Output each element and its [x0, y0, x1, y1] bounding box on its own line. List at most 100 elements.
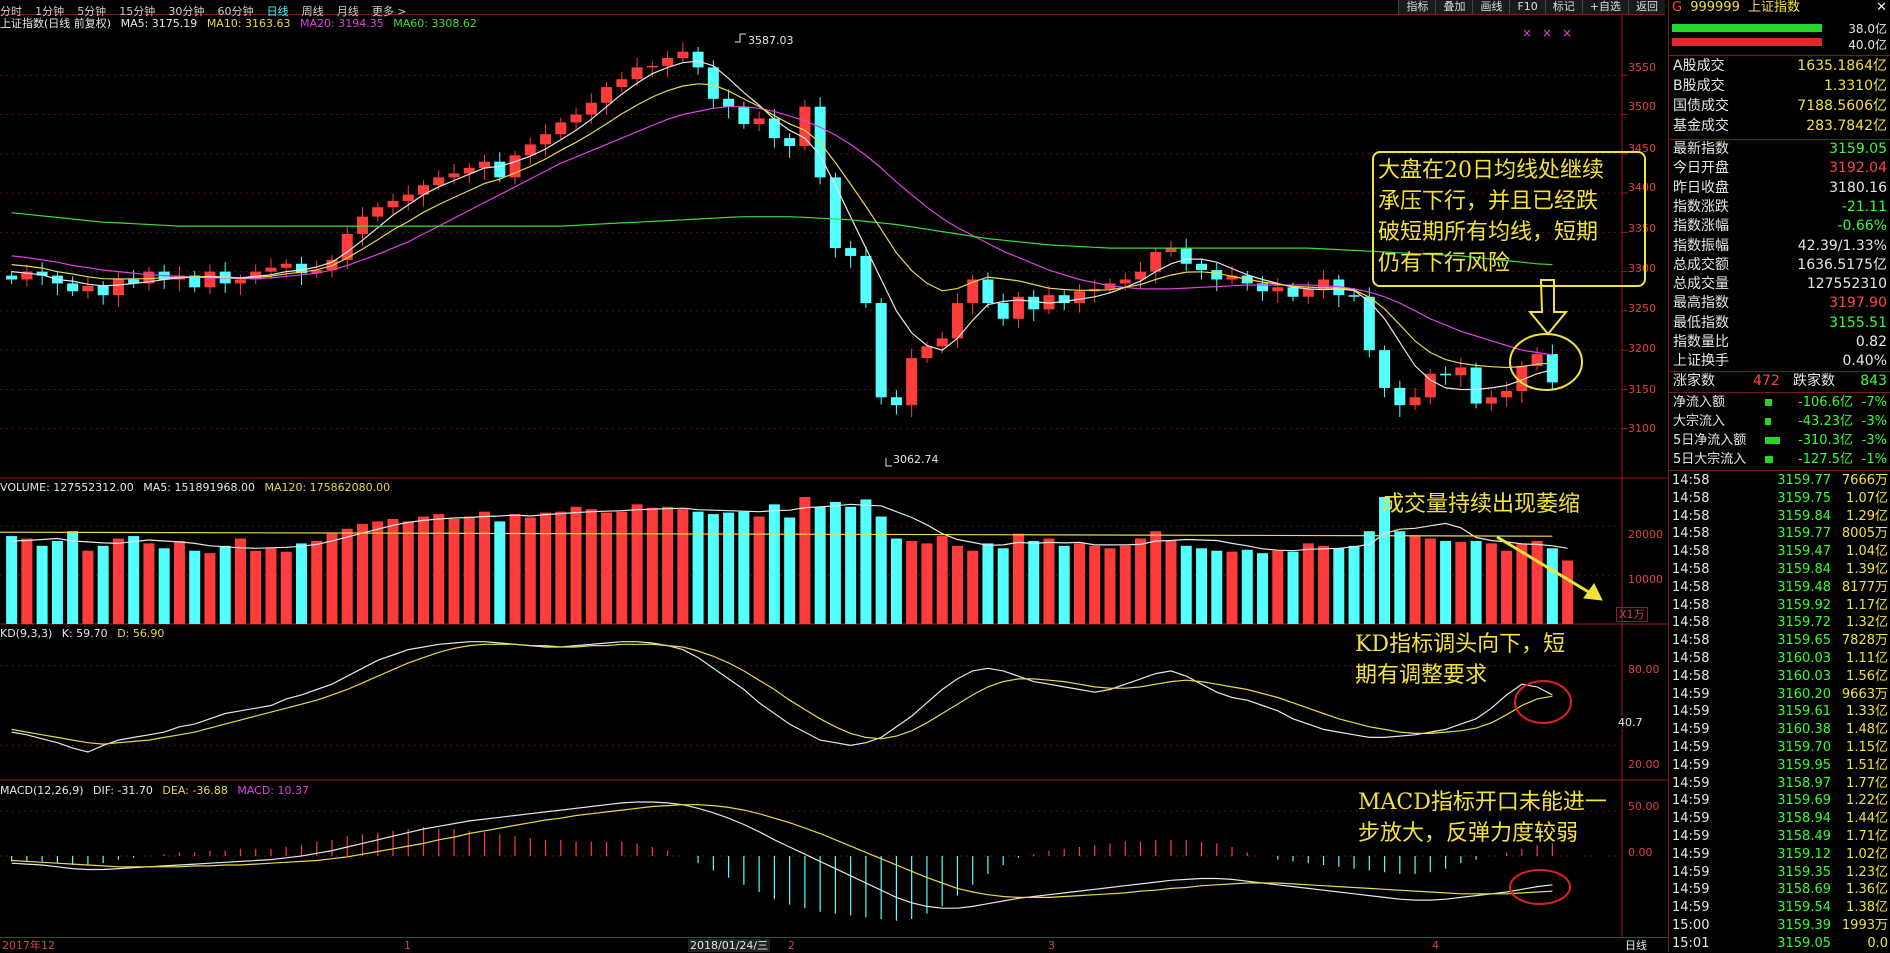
- candle-body: [97, 285, 109, 296]
- volume-bar: [570, 506, 582, 624]
- toolbar-buttons: 指标 叠加 画线 F10 标记 +自选 返回: [1398, 0, 1665, 14]
- volume-bar: [189, 550, 201, 624]
- tick-volume: 1.77亿: [1846, 775, 1888, 791]
- kd-title: KD(9,3,3): [0, 627, 53, 640]
- indicator-button[interactable]: 指标: [1398, 0, 1436, 14]
- tick-price: 3160.03: [1777, 651, 1831, 666]
- volume-bar: [1394, 531, 1406, 624]
- turnover-value: 1635.1864亿: [1797, 58, 1887, 74]
- divider: [1669, 392, 1890, 393]
- volume-bar: [677, 509, 689, 624]
- main-chart-header: 上证指数(日线 前复权) MA5: 3175.19 MA10: 3163.63 …: [0, 17, 477, 30]
- close-icon[interactable]: ✕: [1876, 0, 1887, 15]
- candle-body: [1272, 287, 1284, 292]
- volume-bar: [601, 512, 613, 624]
- candle-body: [341, 233, 353, 260]
- tab-more[interactable]: 更多 >: [371, 5, 407, 18]
- volume-bar: [723, 512, 735, 624]
- tick-row: 14:58 3159.77 7666万: [1669, 472, 1890, 490]
- tick-volume: 1.23亿: [1846, 864, 1888, 880]
- turnover-label: 国债成交: [1673, 98, 1729, 114]
- volume-bar: [1241, 549, 1253, 624]
- tick-time: 14:59: [1672, 740, 1710, 755]
- kd-k-line: [11, 641, 1553, 753]
- quote-value: 3159.05: [1829, 141, 1887, 157]
- volume-bar: [280, 551, 292, 624]
- volume-bar: [1165, 540, 1177, 624]
- add-watchlist-button[interactable]: +自选: [1581, 0, 1628, 14]
- volume-tick: 10000: [1628, 573, 1663, 586]
- tab-intraday[interactable]: 分时: [0, 5, 22, 18]
- volume-bar: [1440, 540, 1452, 624]
- candle-body: [1348, 295, 1360, 297]
- mark-icons: ×××: [1522, 26, 1583, 40]
- candle-body: [677, 51, 689, 58]
- candle-body: [189, 275, 201, 288]
- divider: [1669, 470, 1890, 471]
- high-price-label: 3587.03: [748, 34, 794, 47]
- volume-unit: X1万: [1616, 607, 1648, 622]
- f10-button[interactable]: F10: [1509, 0, 1545, 14]
- kd-d-label: D: 56.90: [117, 627, 165, 640]
- tab-15min[interactable]: 15分钟: [119, 5, 156, 18]
- fund-flow-bar: [1765, 418, 1771, 425]
- volume-bar: [326, 533, 338, 624]
- trend-arrowhead-icon: [1583, 583, 1603, 601]
- tab-weekly[interactable]: 周线: [301, 5, 324, 18]
- tick-time: 14:58: [1672, 597, 1710, 613]
- volume-bar: [997, 548, 1009, 624]
- candle-body: [555, 122, 567, 135]
- candle-body: [768, 118, 780, 139]
- rise-value: 472: [1753, 373, 1780, 389]
- tick-time: 15:01: [1672, 935, 1710, 951]
- date-label: 1: [404, 939, 411, 952]
- volume-bar: [402, 521, 414, 624]
- tab-daily[interactable]: 日线: [266, 5, 289, 18]
- tick-row: 14:59 3159.12 1.02亿: [1669, 846, 1890, 864]
- mark-button[interactable]: 标记: [1544, 0, 1582, 14]
- volume-bar: [1333, 548, 1345, 624]
- candle-body: [997, 303, 1009, 319]
- macd-header: MACD(12,26,9) DIF: -31.70 DEA: -36.88 MA…: [0, 784, 309, 797]
- candle-body: [387, 200, 399, 208]
- quote-value: -0.66%: [1837, 218, 1887, 235]
- draw-line-button[interactable]: 画线: [1472, 0, 1510, 14]
- candle-body: [479, 161, 491, 168]
- volume-bar: [1272, 550, 1284, 624]
- tick-volume: 8005万: [1841, 526, 1888, 542]
- tab-30min[interactable]: 30分钟: [168, 5, 205, 18]
- tick-row: 14:58 3159.92 1.17亿: [1669, 597, 1890, 615]
- tick-price: 3158.69: [1777, 882, 1831, 898]
- volume-bar: [1363, 531, 1375, 624]
- volume-bar: [67, 531, 79, 624]
- tick-row: 14:58 3159.47 1.04亿: [1669, 543, 1890, 561]
- tab-1min[interactable]: 1分钟: [35, 5, 65, 18]
- volume-bar: [524, 517, 536, 624]
- divider: [1669, 139, 1890, 140]
- tab-5min[interactable]: 5分钟: [77, 5, 107, 18]
- candle-body: [524, 144, 536, 156]
- overlay-button[interactable]: 叠加: [1435, 0, 1473, 14]
- price-tick: 3500: [1628, 100, 1656, 113]
- price-tick: 3550: [1628, 61, 1656, 74]
- tick-price: 3159.05: [1777, 935, 1831, 951]
- stock-name: 上证指数: [1748, 0, 1801, 15]
- back-button[interactable]: 返回: [1628, 0, 1665, 14]
- volume-bar: [1119, 545, 1131, 624]
- kline-chart-area[interactable]: [0, 0, 1668, 952]
- volume-bar: [204, 553, 216, 624]
- tab-60min[interactable]: 60分钟: [217, 5, 254, 18]
- annotation-line: 期有调整要求: [1355, 663, 1488, 688]
- tab-monthly[interactable]: 月线: [336, 5, 359, 18]
- quote-row: 指数量比 0.82: [1669, 333, 1890, 352]
- quote-value: 0.40%: [1842, 353, 1887, 370]
- turnover-label: A股成交: [1673, 58, 1725, 74]
- candle-body: [967, 279, 979, 304]
- quote-value: 3180.16: [1829, 179, 1887, 196]
- tick-price: 3159.72: [1777, 615, 1831, 631]
- tick-time: 14:59: [1672, 686, 1710, 702]
- volume-bar: [1180, 545, 1192, 624]
- candle-body: [784, 138, 796, 146]
- tick-volume: 1.48亿: [1846, 722, 1888, 738]
- volume-bar: [51, 540, 63, 624]
